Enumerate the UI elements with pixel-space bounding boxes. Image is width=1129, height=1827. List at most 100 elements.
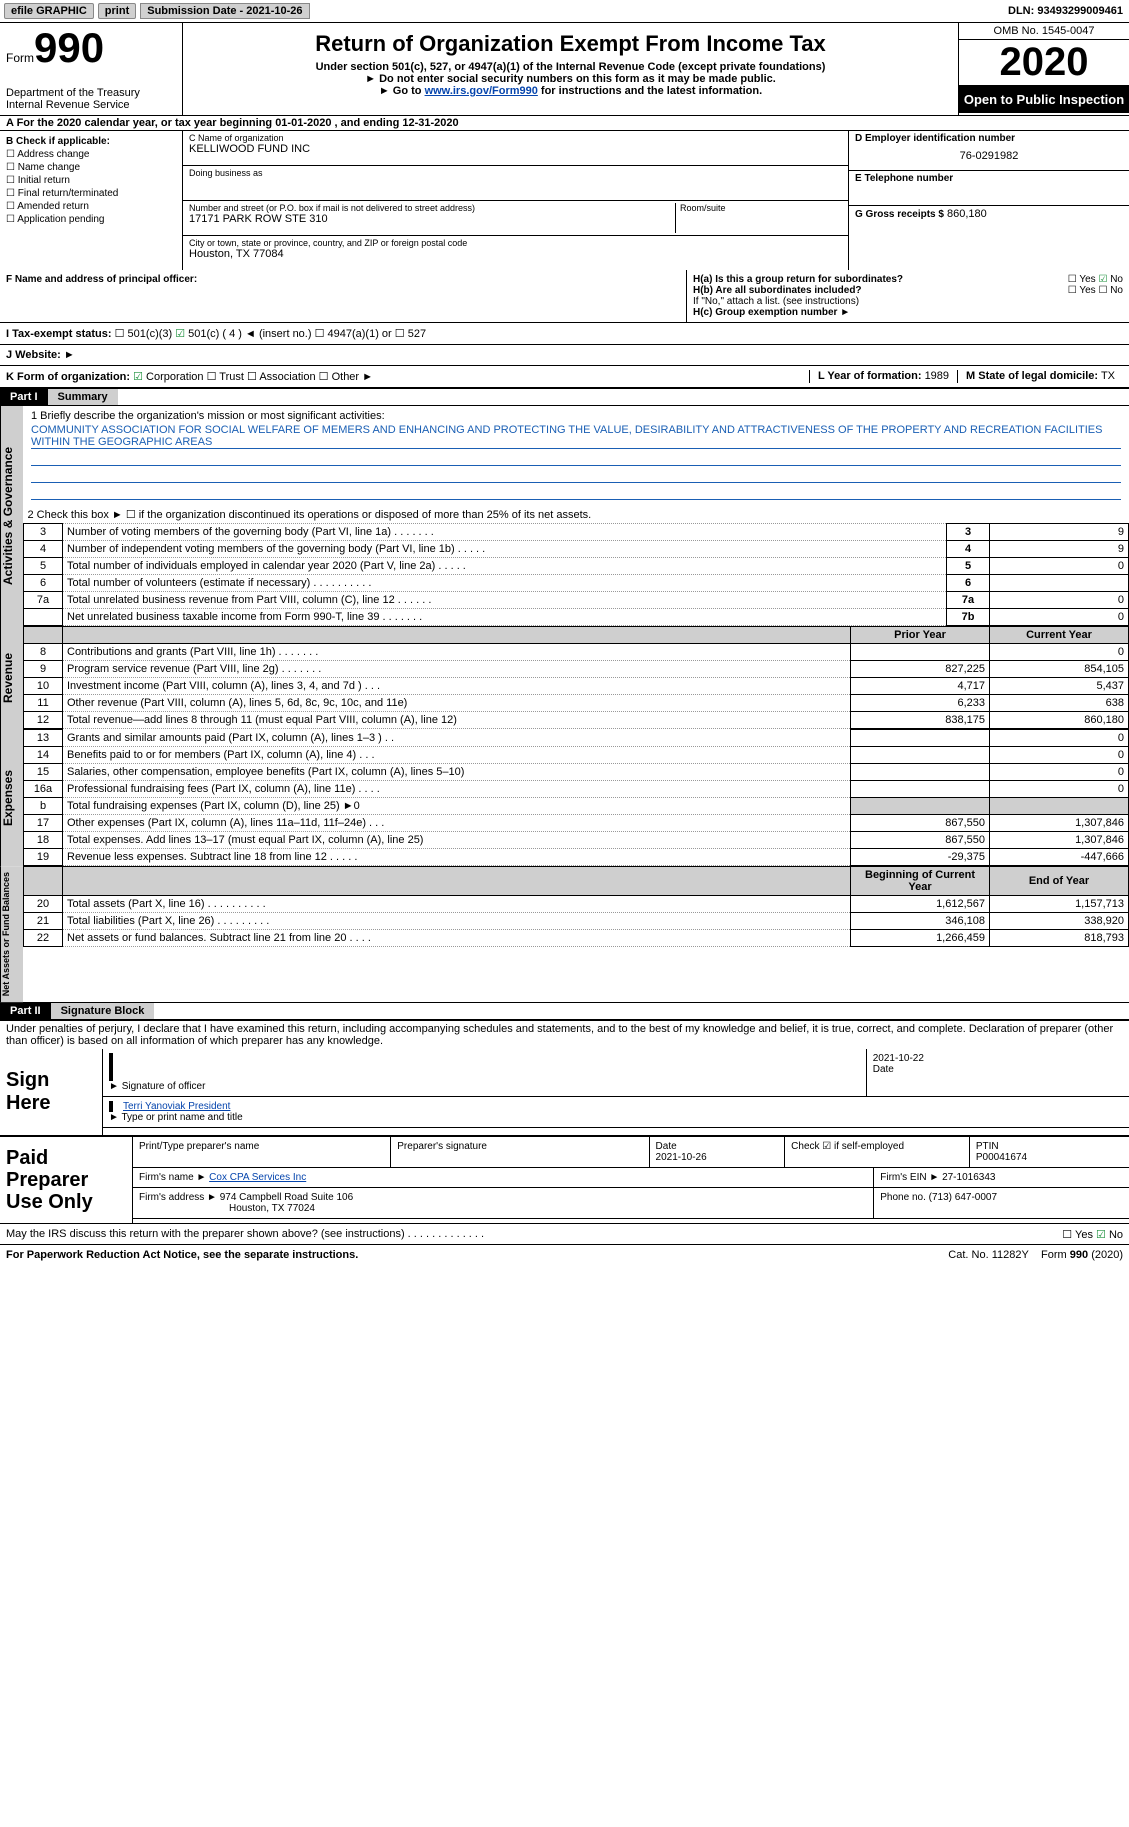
current-hdr: Current Year (990, 627, 1129, 644)
street-address: 17171 PARK ROW STE 310 (189, 213, 675, 225)
line-text: Total assets (Part X, line 16) . . . . .… (63, 896, 851, 913)
omb-number: OMB No. 1545-0047 (959, 23, 1129, 40)
firm-addr: 974 Campbell Road Suite 106 (220, 1192, 353, 1203)
box6: 6 (947, 575, 990, 592)
line-num: b (24, 798, 63, 815)
b-opt[interactable]: Address change (6, 149, 89, 160)
efile-btn[interactable]: efile GRAPHIC (4, 3, 94, 19)
firm-phone: (713) 647-0007 (929, 1192, 997, 1203)
b-opt[interactable]: Final return/terminated (6, 188, 118, 199)
status-501c[interactable]: 501(c) ( 4 ) ◄ (insert no.) (175, 328, 311, 340)
blank2 (63, 627, 851, 644)
form990-link[interactable]: www.irs.gov/Form990 (425, 85, 538, 97)
current-val: 0 (990, 747, 1129, 764)
hb-label: H(b) Are all subordinates included? (693, 285, 862, 296)
dept-treasury: Department of the Treasury Internal Reve… (6, 87, 176, 111)
k-corp[interactable]: Corporation (133, 371, 203, 383)
officer-name-link[interactable]: Terri Yanoviak President (123, 1101, 230, 1112)
form-header: Form990 Department of the Treasury Inter… (0, 23, 1129, 116)
prep-date: 2021-10-26 (656, 1152, 707, 1163)
current-val: 1,307,846 (990, 832, 1129, 849)
prior-val (851, 747, 990, 764)
phone-lbl: Phone no. (880, 1192, 926, 1203)
open-to-public: Open to Public Inspection (959, 86, 1129, 113)
c-name-label: C Name of organization (189, 133, 842, 143)
status-501c3[interactable]: 501(c)(3) (115, 328, 173, 340)
line-text: Other revenue (Part VIII, column (A), li… (63, 695, 851, 712)
line5: Total number of individuals employed in … (63, 558, 947, 575)
cat-no: Cat. No. 11282Y (948, 1249, 1029, 1261)
val7a: 0 (990, 592, 1129, 609)
hb-note: If "No," attach a list. (see instruction… (693, 296, 1123, 307)
prior-val: 1,266,459 (851, 930, 990, 947)
sign-here-label: Sign Here (0, 1049, 103, 1135)
n7b (24, 609, 63, 626)
blank (24, 627, 63, 644)
prior-val (851, 644, 990, 661)
line7b: Net unrelated business taxable income fr… (63, 609, 947, 626)
m-state-label: M State of legal domicile: (966, 370, 1098, 382)
begin-hdr: Beginning of Current Year (851, 867, 990, 896)
g-gross-label: G Gross receipts $ (855, 209, 944, 220)
b-opt[interactable]: Amended return (6, 201, 89, 212)
ha-no[interactable]: No (1098, 274, 1123, 285)
website-row: J Website: ► (0, 345, 1129, 366)
line-num: 13 (24, 730, 63, 747)
footer: For Paperwork Reduction Act Notice, see … (0, 1244, 1129, 1265)
b-opt[interactable]: Initial return (6, 175, 70, 186)
n5: 5 (24, 558, 63, 575)
hb-no[interactable]: No (1098, 285, 1123, 296)
line-num: 8 (24, 644, 63, 661)
form-title: Return of Organization Exempt From Incom… (187, 31, 954, 57)
status-4947[interactable]: 4947(a)(1) or (315, 328, 392, 340)
city-state-zip: Houston, TX 77084 (189, 248, 842, 260)
blank2 (63, 867, 851, 896)
b-opt[interactable]: Application pending (6, 214, 105, 225)
pra-notice: For Paperwork Reduction Act Notice, see … (6, 1249, 358, 1261)
k-trust[interactable]: Trust (207, 371, 244, 383)
k-assoc[interactable]: Association (247, 371, 316, 383)
tax-year: 2020 (959, 40, 1129, 85)
ha-yes[interactable]: Yes (1068, 274, 1096, 285)
line-num: 14 (24, 747, 63, 764)
f-officer-label: F Name and address of principal officer: (6, 274, 197, 285)
prior-val: 827,225 (851, 661, 990, 678)
mission-blank2 (31, 468, 1121, 483)
dba-label: Doing business as (189, 168, 842, 178)
box3: 3 (947, 524, 990, 541)
discuss-yes[interactable]: Yes (1062, 1229, 1093, 1241)
prep-name-lbl: Print/Type preparer's name (133, 1137, 391, 1167)
org-name: KELLIWOOD FUND INC (189, 143, 842, 155)
n6: 6 (24, 575, 63, 592)
ein: 76-0291982 (855, 144, 1123, 168)
line-num: 10 (24, 678, 63, 695)
status-527[interactable]: 527 (395, 328, 426, 340)
line-text: Total revenue—add lines 8 through 11 (mu… (63, 712, 851, 729)
line-num: 15 (24, 764, 63, 781)
discuss-no[interactable]: No (1096, 1229, 1123, 1241)
print-btn[interactable]: print (98, 3, 136, 19)
mission-blank3 (31, 485, 1121, 500)
current-val: -447,666 (990, 849, 1129, 866)
tax-year-range: A For the 2020 calendar year, or tax yea… (0, 116, 1129, 131)
topbar: efile GRAPHIC print Submission Date - 20… (0, 0, 1129, 23)
box7b: 7b (947, 609, 990, 626)
ptin: P00041674 (976, 1152, 1027, 1163)
hb-yes[interactable]: Yes (1068, 285, 1096, 296)
note-no-ssn: Do not enter social security numbers on … (187, 73, 954, 85)
b-opt[interactable]: Name change (6, 162, 80, 173)
end-hdr: End of Year (990, 867, 1129, 896)
form-number: 990 (34, 24, 104, 71)
firm-city: Houston, TX 77024 (139, 1203, 315, 1214)
k-other[interactable]: Other ► (319, 371, 373, 383)
note-goto: Go to www.irs.gov/Form990 for instructio… (187, 85, 954, 97)
box7a: 7a (947, 592, 990, 609)
val3: 9 (990, 524, 1129, 541)
current-val: 818,793 (990, 930, 1129, 947)
date-label: Date (873, 1064, 894, 1075)
line-num: 20 (24, 896, 63, 913)
netassets-section: Net Assets or Fund Balances Beginning of… (0, 866, 1129, 1002)
firm-name-link[interactable]: Cox CPA Services Inc (209, 1172, 306, 1183)
val5: 0 (990, 558, 1129, 575)
line-num: 16a (24, 781, 63, 798)
